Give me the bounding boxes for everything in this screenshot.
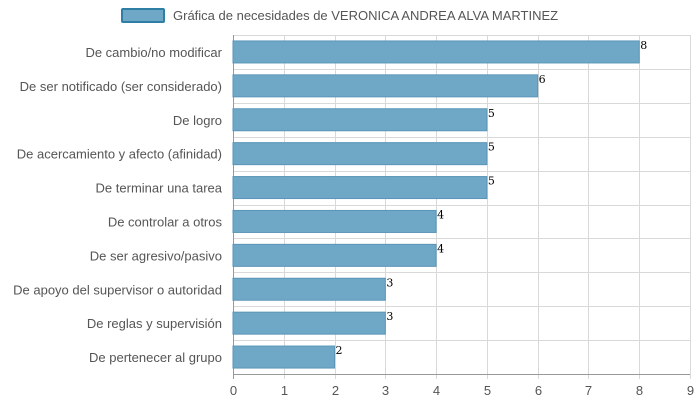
data-label: 6 (539, 73, 546, 86)
bar (232, 243, 437, 267)
bar (232, 277, 386, 301)
category-label: De cambio/no modificar (85, 45, 222, 60)
data-label: 8 (640, 39, 647, 52)
bar (232, 209, 437, 233)
bar (232, 345, 336, 369)
legend-label: Gráfica de necesidades de VERONICA ANDRE… (173, 8, 558, 23)
bar (232, 40, 640, 64)
x-tick-label: 3 (382, 383, 389, 398)
x-tick-label: 4 (433, 383, 440, 398)
data-label: 3 (386, 310, 393, 323)
data-label: 4 (437, 208, 444, 221)
category-label: De logro (173, 113, 222, 128)
x-tick-label: 2 (332, 383, 339, 398)
bar (232, 311, 386, 335)
category-label: De apoyo del supervisor o autoridad (13, 282, 222, 297)
x-tick-label: 9 (687, 383, 694, 398)
category-label: De reglas y supervisión (87, 316, 222, 331)
category-label: De controlar a otros (108, 214, 223, 229)
legend: Gráfica de necesidades de VERONICA ANDRE… (121, 8, 558, 23)
x-tick-label: 6 (535, 383, 542, 398)
bar (232, 176, 488, 200)
bar (232, 74, 539, 98)
category-label: De ser agresivo/pasivo (90, 248, 222, 263)
bar (232, 142, 488, 166)
bar (232, 108, 488, 132)
category-label: De terminar una tarea (96, 181, 223, 196)
data-label: 5 (488, 107, 495, 120)
category-label: De acercamiento y afecto (afinidad) (17, 147, 222, 162)
category-label: De pertenecer al grupo (89, 350, 222, 365)
x-tick-label: 7 (585, 383, 592, 398)
legend-swatch (121, 8, 165, 23)
data-label: 3 (386, 276, 393, 289)
data-label: 5 (488, 141, 495, 154)
data-label: 5 (488, 175, 495, 188)
x-tick-label: 8 (636, 383, 643, 398)
category-labels: De cambio/no modificar De ser notificado … (13, 45, 223, 365)
x-tick-label: 0 (230, 383, 237, 398)
x-tick-label: 5 (484, 383, 491, 398)
x-tick-label: 1 (281, 383, 288, 398)
data-label: 2 (336, 344, 343, 357)
data-labels: 8 6 5 5 5 4 4 3 3 2 (336, 39, 648, 357)
x-axis-ticks: 0 1 2 3 4 5 6 7 8 9 (230, 383, 694, 398)
data-label: 4 (437, 242, 444, 255)
bars (232, 40, 640, 369)
category-label: De ser notificado (ser considerado) (20, 79, 222, 94)
